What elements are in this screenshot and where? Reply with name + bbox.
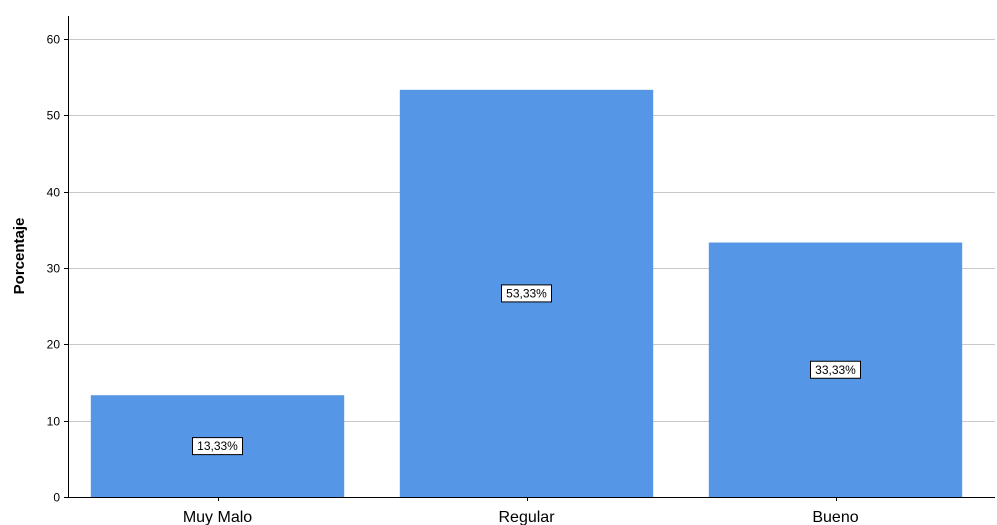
y-tick-label: 20 [47, 338, 61, 352]
data-label: 53,33% [501, 284, 552, 303]
data-label-box [501, 284, 552, 303]
x-tick-label: Bueno [812, 509, 858, 525]
y-tick-label: 0 [53, 491, 60, 505]
y-tick-label: 40 [47, 186, 61, 200]
y-tick-label: 50 [47, 109, 61, 123]
y-tick-label: 10 [47, 415, 61, 429]
x-tick-labels: Muy Malo Regular Bueno [183, 497, 859, 525]
data-label-text: 13,33% [197, 439, 238, 453]
y-axis-title: Porcentaje [11, 218, 28, 295]
y-tick-labels: 0 10 20 30 40 50 60 [47, 33, 68, 505]
x-tick-label: Muy Malo [183, 509, 252, 525]
data-labels: 13,33% 53,33% 33,33% [192, 284, 861, 456]
x-tick-label: Regular [498, 509, 555, 525]
y-tick-label: 30 [47, 262, 61, 276]
y-tick-label: 60 [47, 33, 61, 47]
data-label: 13,33% [192, 437, 243, 456]
data-label-box [810, 360, 861, 379]
axes [68, 16, 995, 498]
data-label: 33,33% [810, 360, 861, 379]
data-label-text: 33,33% [815, 363, 856, 377]
data-label-text: 53,33% [506, 286, 547, 300]
data-label-box [192, 437, 243, 456]
